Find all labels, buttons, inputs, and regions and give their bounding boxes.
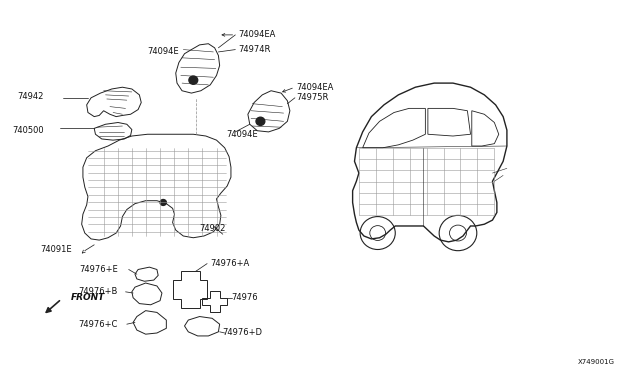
Text: 74094EA: 74094EA (239, 31, 276, 39)
Text: X749001G: X749001G (578, 359, 615, 365)
Text: 74976+B: 74976+B (79, 287, 118, 296)
Text: 74975R: 74975R (296, 93, 328, 102)
Text: 74976: 74976 (231, 293, 257, 302)
Circle shape (189, 76, 198, 84)
Text: FRONT: FRONT (70, 293, 104, 302)
Text: 74094EA: 74094EA (296, 83, 333, 92)
Text: 74094E: 74094E (148, 48, 179, 57)
Text: 74942: 74942 (18, 92, 44, 100)
Text: 74902: 74902 (200, 224, 226, 233)
Text: 74976+C: 74976+C (79, 320, 118, 329)
Text: 74976+A: 74976+A (211, 259, 250, 268)
Text: 74976+E: 74976+E (79, 265, 118, 274)
Circle shape (160, 199, 166, 205)
Circle shape (256, 117, 265, 125)
Text: 74974R: 74974R (239, 45, 271, 54)
Text: 74094E: 74094E (226, 130, 257, 139)
Text: 74976+D: 74976+D (223, 328, 263, 337)
Text: 740500: 740500 (12, 126, 44, 135)
Text: 74091E: 74091E (40, 245, 72, 254)
